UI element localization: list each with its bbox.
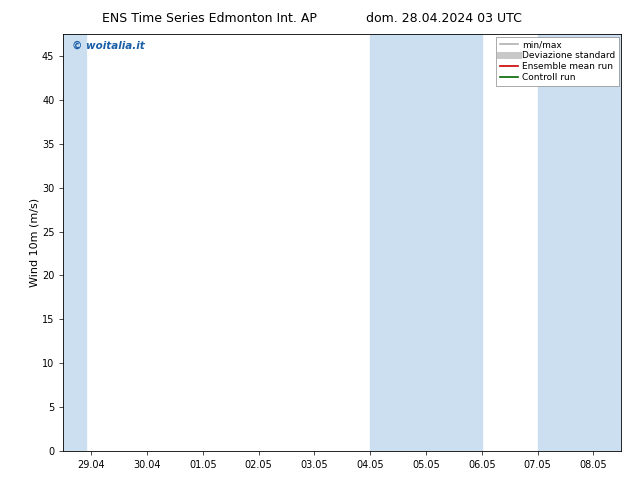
Bar <box>538 34 621 451</box>
Y-axis label: Wind 10m (m/s): Wind 10m (m/s) <box>29 198 39 287</box>
Text: ENS Time Series Edmonton Int. AP: ENS Time Series Edmonton Int. AP <box>102 12 316 25</box>
Bar <box>426 34 482 451</box>
Bar <box>370 34 426 451</box>
Bar <box>63 34 86 451</box>
Text: dom. 28.04.2024 03 UTC: dom. 28.04.2024 03 UTC <box>366 12 522 25</box>
Text: © woitalia.it: © woitalia.it <box>72 41 145 50</box>
Legend: min/max, Deviazione standard, Ensemble mean run, Controll run: min/max, Deviazione standard, Ensemble m… <box>496 37 619 86</box>
